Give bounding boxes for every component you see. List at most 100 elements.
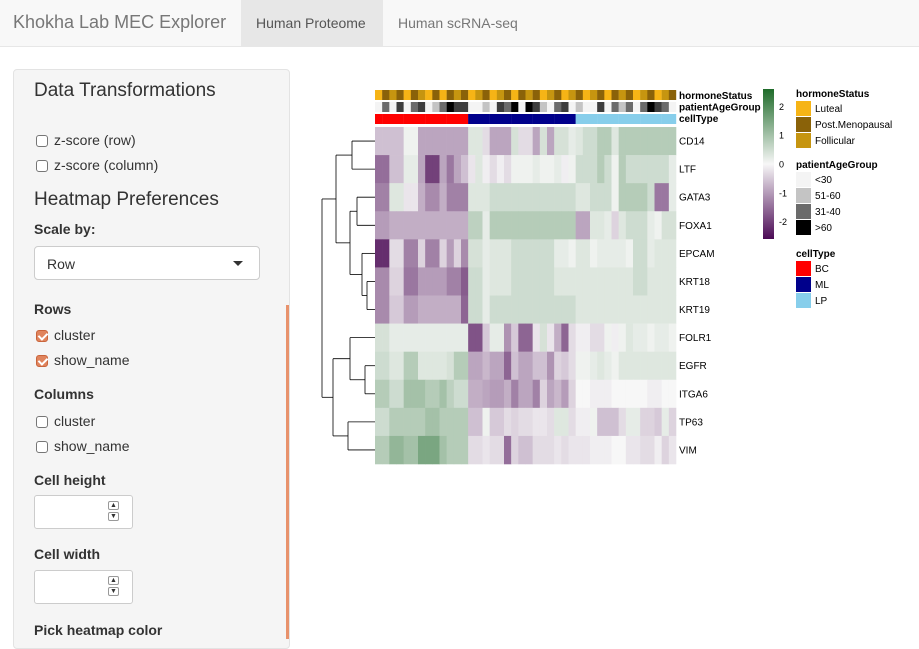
spin-down-icon[interactable]: ▼ bbox=[108, 512, 119, 521]
heatmap-cell bbox=[410, 435, 419, 465]
heatmap-cell bbox=[547, 435, 555, 465]
hormone-annotation-cell bbox=[661, 90, 670, 100]
heatmap-cell bbox=[375, 155, 383, 184]
celltype-annotation-cell bbox=[633, 114, 641, 124]
heatmap-cell bbox=[475, 435, 483, 465]
scale-by-label: Scale by: bbox=[34, 221, 96, 237]
heatmap-cell bbox=[482, 435, 490, 465]
rows-cluster-label: cluster bbox=[54, 327, 96, 343]
heatmap-cell bbox=[539, 211, 548, 240]
legend-swatch bbox=[796, 204, 811, 219]
heatmap-cell bbox=[496, 351, 505, 381]
heatmap-cell bbox=[604, 183, 612, 212]
heatmap-cell bbox=[489, 351, 498, 381]
heatmap-cell bbox=[590, 239, 598, 268]
heatmap-cell bbox=[561, 239, 569, 268]
heatmap-cell bbox=[518, 267, 526, 296]
heatmap-cell bbox=[618, 407, 627, 437]
heatmap-cell bbox=[461, 351, 469, 381]
annotation-row-label: hormoneStatus bbox=[679, 91, 753, 102]
celltype-annotation-cell bbox=[425, 114, 433, 124]
heatmap-cell bbox=[575, 379, 584, 409]
heatmap-cell bbox=[504, 127, 512, 156]
age-annotation-cell bbox=[668, 102, 677, 112]
spin-up-icon[interactable]: ▲ bbox=[108, 576, 119, 585]
heatmap-cell bbox=[403, 435, 412, 465]
heatmap-cell bbox=[504, 379, 512, 409]
heatmap-cell bbox=[410, 239, 419, 268]
hormone-annotation-cell bbox=[604, 90, 612, 100]
heatmap-cell bbox=[539, 407, 548, 437]
zscore-column-box[interactable] bbox=[36, 160, 48, 172]
zscore-row-box[interactable] bbox=[36, 135, 48, 147]
columns-cluster-box[interactable] bbox=[36, 416, 48, 428]
heatmap-cell bbox=[561, 407, 569, 437]
rows-show-name-label: show_name bbox=[54, 352, 130, 368]
heatmap-cell bbox=[668, 351, 677, 381]
columns-show-name-box[interactable] bbox=[36, 441, 48, 453]
rows-show-name-box[interactable] bbox=[36, 355, 48, 367]
sidebar-scrollbar[interactable] bbox=[286, 305, 289, 639]
spin-down-icon[interactable]: ▼ bbox=[108, 587, 119, 596]
heatmap-cell bbox=[654, 183, 662, 212]
tab-human-proteome[interactable]: Human Proteome bbox=[241, 0, 383, 46]
scale-by-select[interactable]: Row bbox=[34, 246, 260, 280]
heatmap-cell bbox=[532, 323, 541, 352]
heatmap-cell bbox=[432, 155, 440, 184]
color-scale-legend: 2 1 0 -1 -2 bbox=[763, 89, 787, 239]
hormone-annotation-cell bbox=[568, 90, 576, 100]
heatmap-cell bbox=[654, 155, 662, 184]
heatmap-cell bbox=[547, 295, 555, 324]
heatmap-cell bbox=[496, 267, 505, 296]
heatmap-cell bbox=[611, 155, 619, 184]
heatmap-cell bbox=[511, 351, 519, 381]
app-brand[interactable]: Khokha Lab MEC Explorer bbox=[13, 12, 227, 32]
heatmap-cells bbox=[375, 127, 677, 465]
heatmap-cell bbox=[640, 183, 648, 212]
rows-cluster-box[interactable] bbox=[36, 330, 48, 342]
heatmap-cell bbox=[647, 155, 655, 184]
heatmap-cell bbox=[418, 295, 426, 324]
heatmap-cell bbox=[633, 295, 641, 324]
celltype-annotation-cell bbox=[375, 114, 383, 124]
heatmap-cell bbox=[661, 295, 670, 324]
cell-width-input[interactable]: ▲ ▼ bbox=[34, 570, 133, 604]
cell-height-input[interactable]: ▲ ▼ bbox=[34, 495, 133, 529]
heatmap-cell bbox=[410, 323, 419, 352]
heatmap-cell bbox=[633, 267, 641, 296]
celltype-annotation-cell bbox=[582, 114, 591, 124]
heatmap-cell bbox=[625, 183, 634, 212]
heatmap-cell bbox=[418, 127, 426, 156]
hormone-annotation-cell bbox=[375, 90, 383, 100]
heatmap-cell bbox=[597, 407, 605, 437]
celltype-annotation-cell bbox=[489, 114, 498, 124]
heatmap-cell bbox=[389, 183, 397, 212]
heatmap-cell bbox=[432, 295, 440, 324]
data-transformations-heading: Data Transformations bbox=[34, 80, 216, 101]
heatmap-cell bbox=[489, 211, 498, 240]
heatmap-cell bbox=[525, 267, 533, 296]
heatmap-cell bbox=[468, 351, 476, 381]
age-annotation-cell bbox=[482, 102, 490, 112]
heatmap-cell bbox=[554, 323, 562, 352]
navbar: Khokha Lab MEC Explorer Human Proteome H… bbox=[0, 0, 919, 47]
heatmap-cell bbox=[518, 323, 526, 352]
heatmap-cell bbox=[661, 155, 670, 184]
pick-heatmap-color-label: Pick heatmap color bbox=[34, 622, 163, 638]
heatmap-cell bbox=[654, 379, 662, 409]
heatmap-cell bbox=[618, 267, 627, 296]
heatmap-cell bbox=[668, 407, 677, 437]
celltype-annotation-cell bbox=[518, 114, 526, 124]
tab-human-scrna-seq[interactable]: Human scRNA-seq bbox=[398, 15, 518, 31]
heatmap-cell bbox=[625, 435, 634, 465]
heatmap-cell bbox=[633, 407, 641, 437]
spin-up-icon[interactable]: ▲ bbox=[108, 501, 119, 510]
heatmap-cell bbox=[489, 267, 498, 296]
celltype-annotation-cell bbox=[568, 114, 576, 124]
celltype-annotation-cell bbox=[575, 114, 584, 124]
heatmap-cell bbox=[590, 183, 598, 212]
heatmap-cell bbox=[525, 155, 533, 184]
celltype-annotation-cell bbox=[661, 114, 670, 124]
heatmap-cell bbox=[439, 127, 447, 156]
heatmap-cell bbox=[532, 183, 541, 212]
